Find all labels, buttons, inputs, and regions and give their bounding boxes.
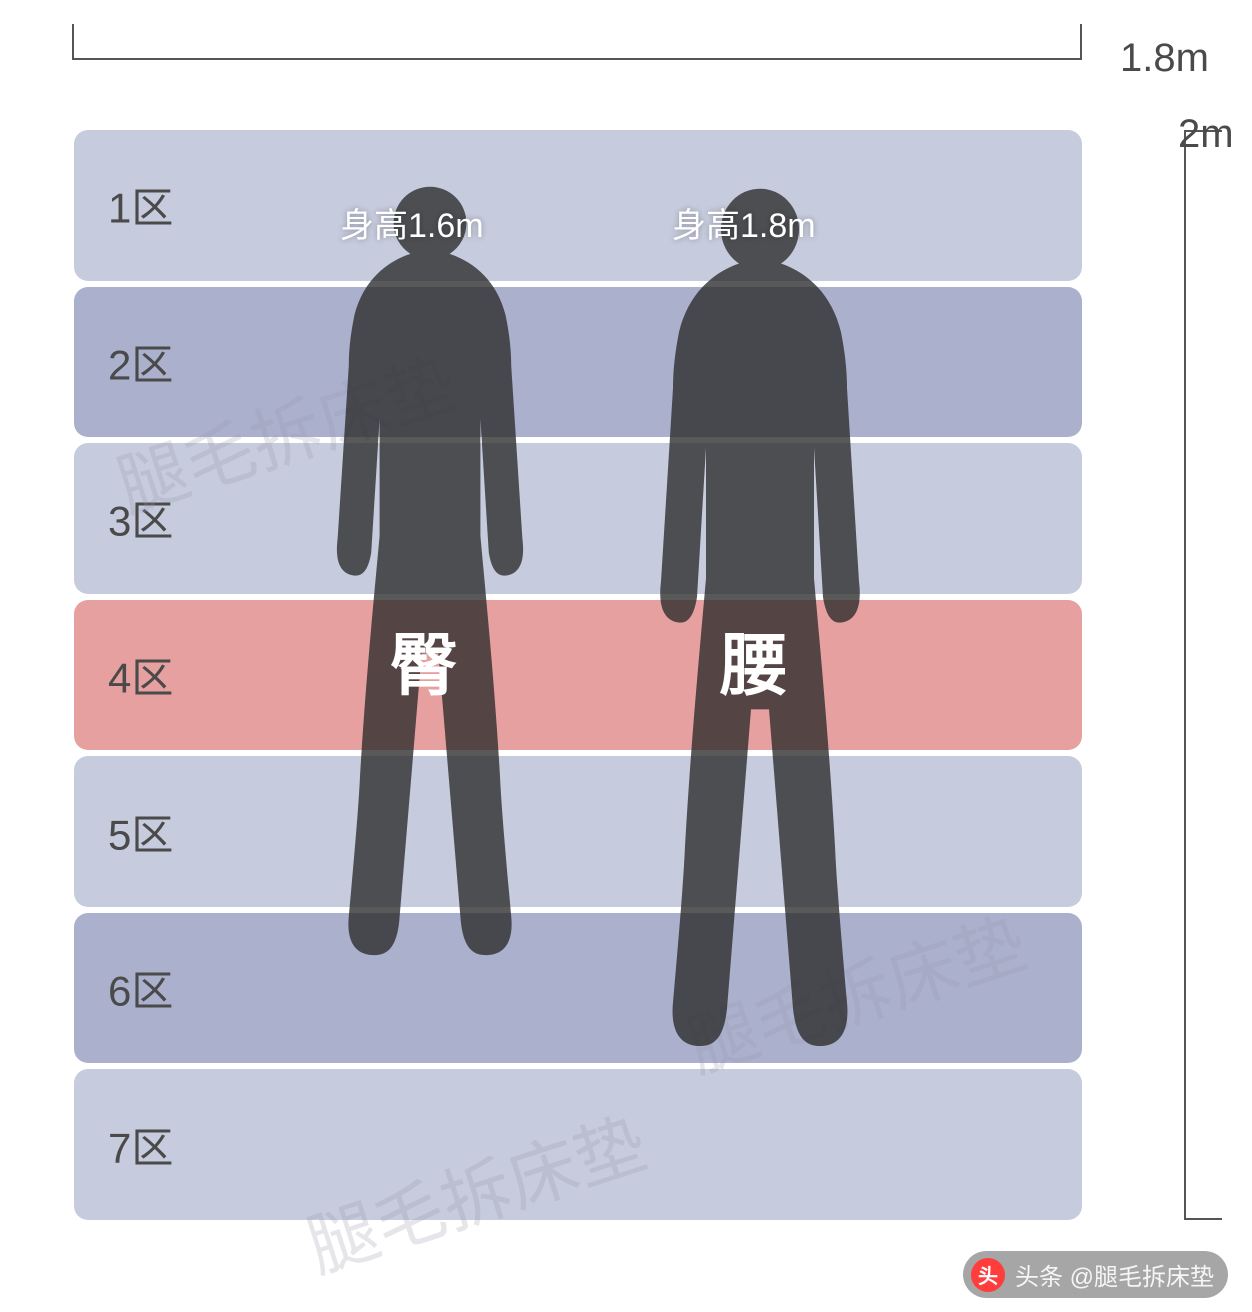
- zone-band-1: 1区: [74, 130, 1082, 281]
- zone-band-6: 6区: [74, 913, 1082, 1064]
- zone-label-3: 3区: [108, 488, 173, 549]
- zone-band-2: 2区: [74, 287, 1082, 438]
- attribution-text: 头条 @腿毛拆床垫: [1015, 1257, 1214, 1292]
- zone-label-7: 7区: [108, 1114, 173, 1175]
- zone-label-6: 6区: [108, 958, 173, 1019]
- diagram-canvas: 1.8m 2m 1区2区3区4区5区6区7区 腿毛拆床垫腿毛拆床垫腿毛拆床垫 身…: [0, 0, 1252, 1312]
- toutiao-icon: 头: [971, 1258, 1005, 1292]
- right-height-ruler: [1184, 130, 1220, 1220]
- person1-height-label: 身高1.6m: [340, 198, 484, 247]
- mattress-zones: 1区 2区 3区 4区 5区 6区 7区: [74, 130, 1082, 1220]
- zone-label-2: 2区: [108, 331, 173, 392]
- person2-body-part-label: 腰: [720, 610, 788, 709]
- person2-height-label: 身高1.8m: [672, 198, 816, 247]
- zone-band-5: 5区: [74, 756, 1082, 907]
- zone-label-1: 1区: [108, 175, 173, 236]
- zone-label-4: 4区: [108, 644, 173, 705]
- zone-label-5: 5区: [108, 801, 173, 862]
- top-width-ruler: [72, 24, 1082, 60]
- person1-body-part-label: 臀: [390, 610, 458, 709]
- zone-band-7: 7区: [74, 1069, 1082, 1220]
- zone-band-3: 3区: [74, 443, 1082, 594]
- right-ruler-label: 2m: [1178, 112, 1234, 157]
- source-attribution: 头 头条 @腿毛拆床垫: [963, 1251, 1228, 1298]
- zone-band-4: 4区: [74, 600, 1082, 751]
- top-ruler-label: 1.8m: [1120, 36, 1209, 81]
